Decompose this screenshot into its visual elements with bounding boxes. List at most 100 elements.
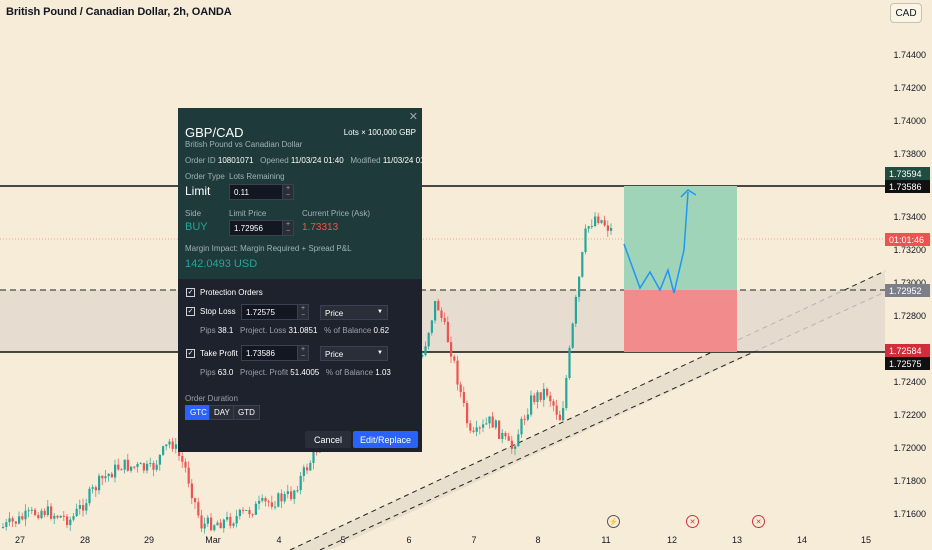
candle-body: [254, 503, 257, 515]
candle-body: [274, 506, 277, 508]
x-tick: 29: [143, 535, 155, 545]
candle-body: [226, 516, 229, 520]
candle-body: [203, 523, 206, 529]
candle-body: [222, 519, 225, 529]
candle-body: [120, 469, 123, 471]
candle-body: [62, 515, 65, 517]
candle-body: [107, 473, 110, 477]
y-tick: 1.72400: [893, 377, 926, 387]
currency-button[interactable]: CAD: [890, 3, 922, 23]
stop-loss-stepper[interactable]: + −: [297, 304, 309, 320]
current-price-label: Current Price (Ask): [302, 209, 371, 218]
lots-stepper[interactable]: + −: [282, 184, 294, 200]
candle-body: [453, 356, 456, 361]
candle-body: [258, 500, 261, 504]
candle-body: [539, 392, 542, 400]
cancel-button[interactable]: Cancel: [305, 431, 351, 448]
x-tick: 4: [276, 535, 282, 545]
duration-gtd-button[interactable]: GTD: [233, 405, 260, 420]
candle-body: [46, 506, 49, 516]
y-tick: 1.73400: [893, 212, 926, 222]
x-tick: 5: [340, 535, 346, 545]
limit-price-stepper[interactable]: + −: [282, 220, 294, 236]
profit-zone: [624, 186, 737, 290]
sl-bal-label: % of Balance: [324, 326, 372, 335]
candle-body: [549, 395, 552, 402]
take-profit-type-select[interactable]: Price ▼: [320, 346, 388, 361]
candle-body: [88, 488, 91, 504]
candle-body: [245, 510, 248, 512]
candle-body: [2, 526, 5, 528]
candle-body: [184, 461, 187, 468]
take-profit-type: Price: [325, 350, 344, 359]
channel-line-upper: [289, 270, 886, 550]
margin-label: Margin Impact: Margin Required + Spread …: [185, 244, 352, 253]
lots-remaining-input[interactable]: 0.11: [229, 184, 284, 200]
candle-body: [149, 462, 152, 464]
take-profit-checkbox[interactable]: ✓: [186, 349, 195, 358]
protection-label: Protection Orders: [200, 288, 263, 297]
candle-body: [40, 510, 43, 519]
candle-body: [235, 516, 238, 524]
order-id: 10801071: [217, 156, 254, 165]
candle-body: [437, 300, 440, 311]
y-tick: 1.73000: [893, 278, 926, 288]
candle-body: [174, 444, 177, 449]
candle-body: [165, 444, 168, 447]
sl-proj-label: Project. Loss: [240, 326, 287, 335]
duration-gtc-button[interactable]: GTC: [185, 405, 212, 420]
candle-body: [78, 505, 81, 509]
candle-body: [434, 300, 437, 321]
take-profit-input[interactable]: 1.73586: [241, 345, 299, 361]
candle-body: [610, 227, 613, 231]
uk-flag-event-icon[interactable]: ✕: [686, 515, 699, 528]
candle-body: [520, 418, 523, 435]
y-tick: 1.72000: [893, 443, 926, 453]
margin-value: 142.0493 USD: [185, 258, 258, 270]
candle-body: [517, 434, 520, 447]
close-icon[interactable]: ✕: [408, 111, 418, 123]
stop-loss-input[interactable]: 1.72575: [241, 304, 299, 320]
candle-body: [59, 515, 62, 518]
candle-body: [587, 226, 590, 229]
duration-label: Order Duration: [185, 394, 238, 403]
projection-path: [623, 191, 689, 294]
candle-body: [555, 405, 558, 415]
candle-body: [53, 515, 56, 519]
protection-checkbox[interactable]: ✓: [186, 288, 195, 297]
tp-proj: 51.4005: [290, 368, 320, 377]
order-type-label: Order Type: [185, 172, 225, 181]
limit-price-input[interactable]: 1.72956: [229, 220, 284, 236]
sl-bal: 0.62: [373, 326, 390, 335]
candle-body: [568, 347, 571, 378]
candle-body: [533, 395, 536, 403]
stop-loss-stats: Pips 38.1 Project. Loss 31.0851 % of Bal…: [200, 326, 389, 335]
order-panel: ✕ GBP/CAD Lots × 100,000 GBP British Pou…: [178, 108, 422, 452]
chevron-down-icon: ▼: [377, 309, 383, 315]
candle-body: [507, 436, 510, 441]
y-tick: 1.74400: [893, 50, 926, 60]
candle-body: [485, 423, 488, 425]
candle-body: [85, 503, 88, 511]
candle-body: [466, 402, 469, 424]
lots-remaining-label: Lots Remaining: [229, 172, 285, 181]
candle-body: [69, 519, 72, 526]
flash-event-icon[interactable]: ⚡: [607, 515, 620, 528]
candle-body: [8, 518, 11, 523]
take-profit-stepper[interactable]: + −: [297, 345, 309, 361]
candle-body: [206, 517, 209, 524]
y-tick: 1.72200: [893, 410, 926, 420]
loss-zone: [624, 290, 737, 352]
candle-body: [562, 408, 565, 421]
uk-flag-event-icon[interactable]: ✕: [752, 515, 765, 528]
candle-body: [162, 446, 165, 455]
candle-body: [542, 388, 545, 400]
candle-body: [456, 360, 459, 385]
candle-body: [242, 509, 245, 511]
candle-body: [104, 476, 107, 479]
stop-loss-type-select[interactable]: Price ▼: [320, 305, 388, 320]
duration-day-button[interactable]: DAY: [209, 405, 235, 420]
stop-loss-checkbox[interactable]: ✓: [186, 307, 195, 316]
edit-replace-button[interactable]: Edit/Replace: [353, 431, 418, 448]
